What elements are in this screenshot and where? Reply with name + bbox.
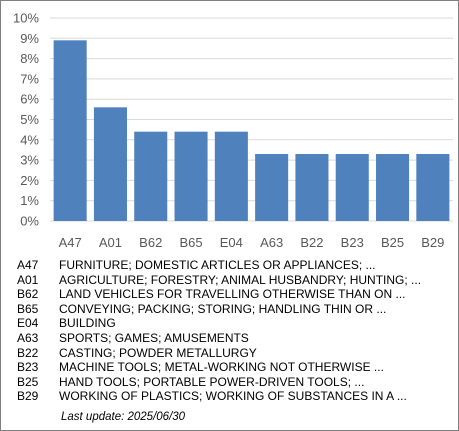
legend-row: B23 MACHINE TOOLS; METAL-WORKING NOT OTHE… (17, 360, 421, 375)
legend-row: A01 AGRICULTURE; FORESTRY; ANIMAL HUSBAND… (17, 273, 421, 288)
y-tick-label: 8% (20, 51, 39, 66)
x-tick-label: E04 (220, 235, 243, 250)
y-tick-label: 9% (20, 31, 39, 46)
legend-code: B29 (17, 389, 39, 404)
legend-code: B22 (17, 345, 39, 360)
legend-row: B25 HAND TOOLS; PORTABLE POWER-DRIVEN TOO… (17, 375, 421, 390)
legend-code: B25 (17, 374, 39, 389)
x-tick-label: B62 (139, 235, 162, 250)
bar-b62 (134, 131, 168, 221)
x-tick-label: A01 (99, 235, 122, 250)
x-tick-label: B29 (421, 235, 444, 250)
bar-b22 (295, 154, 329, 221)
legend-row: B22 CASTING; POWDER METALLURGY (17, 346, 421, 361)
y-tick-label: 5% (20, 112, 39, 127)
legend-row: A47 FURNITURE; DOMESTIC ARTICLES OR APPLI… (17, 258, 421, 273)
x-tick-label: A47 (59, 235, 82, 250)
bar-b29 (416, 154, 450, 221)
y-tick-label: 7% (20, 71, 39, 86)
legend-description: WORKING OF PLASTICS; WORKING OF SUBSTANC… (59, 389, 407, 404)
bar-b25 (376, 154, 410, 221)
legend-description: HAND TOOLS; PORTABLE POWER-DRIVEN TOOLS;… (59, 374, 365, 389)
x-tick-label: B22 (300, 235, 323, 250)
legend-code: B62 (17, 287, 39, 302)
x-tick-label: B65 (179, 235, 202, 250)
bar-chart: 0% 1% 2% 3% 4% 5% 6% 7% 8% 9% 10% A47 A01 B62 B65 E04 A6… (13, 11, 453, 250)
bar-b65 (174, 131, 208, 221)
legend-row: A63 SPORTS; GAMES; AMUSEMENTS (17, 331, 421, 346)
x-tick-label: A63 (260, 235, 283, 250)
bar-a47 (53, 40, 87, 221)
y-tick-label: 1% (20, 193, 39, 208)
legend-description: LAND VEHICLES FOR TRAVELLING OTHERWISE T… (59, 287, 406, 302)
legend-row: B65 CONVEYING; PACKING; STORING; HANDLING… (17, 302, 421, 317)
last-update-note: Last update: 2025/06/30 (61, 411, 186, 423)
legend-description: MACHINE TOOLS; METAL-WORKING NOT OTHERWI… (59, 360, 384, 375)
y-tick-label: 3% (20, 153, 39, 168)
legend-code: B65 (17, 301, 39, 316)
category-legend: A47 FURNITURE; DOMESTIC ARTICLES OR APPLI… (17, 258, 421, 404)
y-tick-label: 6% (20, 92, 39, 107)
bar-a01 (93, 107, 127, 221)
legend-code: A47 (17, 258, 39, 272)
legend-code: A01 (17, 272, 39, 287)
legend-description: BUILDING (59, 316, 116, 331)
y-tick-label: 10% (13, 11, 39, 26)
x-tick-label: B25 (381, 235, 404, 250)
y-tick-label: 2% (20, 173, 39, 188)
legend-description: CONVEYING; PACKING; STORING; HANDLING TH… (59, 301, 387, 316)
y-tick-label: 0% (20, 214, 39, 229)
legend-row: E04 BUILDING (17, 316, 421, 331)
x-tick-label: B23 (341, 235, 364, 250)
legend-code: B23 (17, 360, 39, 375)
bar-e04 (214, 131, 248, 221)
y-tick-label: 4% (20, 132, 39, 147)
legend-description: SPORTS; GAMES; AMUSEMENTS (59, 330, 249, 345)
bar-a63 (255, 154, 289, 221)
legend-description: AGRICULTURE; FORESTRY; ANIMAL HUSBANDRY;… (59, 272, 422, 287)
bar-b23 (335, 154, 369, 221)
legend-row: B29 WORKING OF PLASTICS; WORKING OF SUBST… (17, 389, 421, 404)
legend-code: A63 (17, 330, 39, 345)
legend-code: E04 (17, 316, 39, 331)
legend-description: CASTING; POWDER METALLURGY (59, 345, 257, 360)
legend-row: B62 LAND VEHICLES FOR TRAVELLING OTHERWIS… (17, 287, 421, 302)
legend-description: FURNITURE; DOMESTIC ARTICLES OR APPLIANC… (59, 258, 376, 272)
